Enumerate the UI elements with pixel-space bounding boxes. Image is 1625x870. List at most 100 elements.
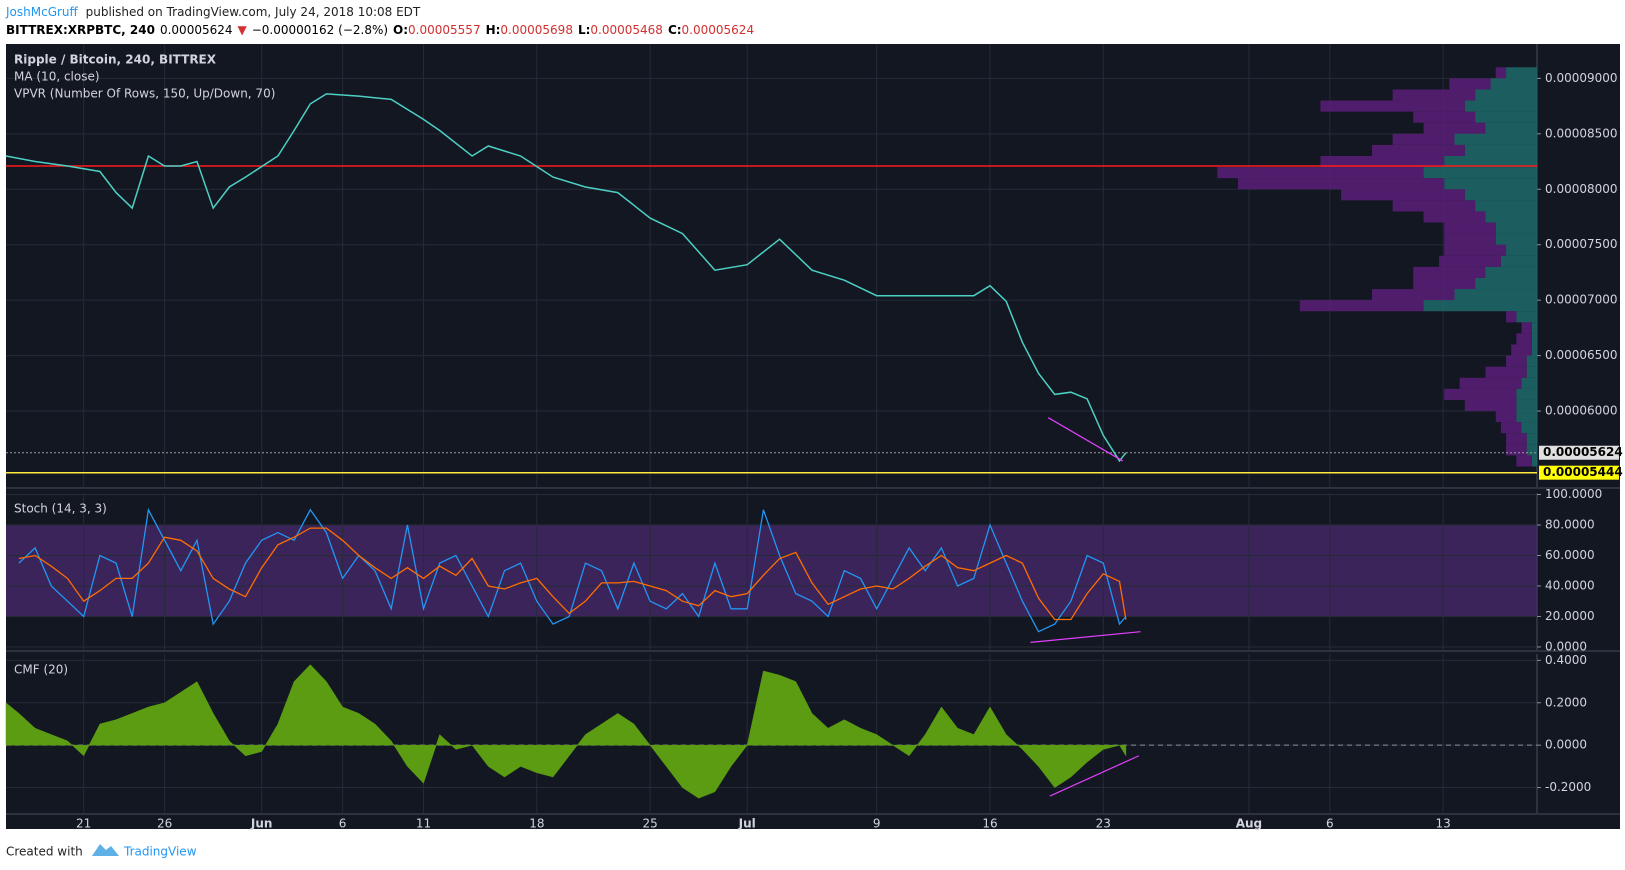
volume-down <box>1372 289 1455 301</box>
x-tick-label: 6 <box>1326 817 1334 831</box>
volume-down <box>1444 244 1507 256</box>
x-tick-label: 21 <box>76 817 91 831</box>
price-label: 0.00005624 <box>1543 445 1623 459</box>
volume-down <box>1506 355 1527 367</box>
volume-up <box>1526 366 1537 378</box>
published: published on TradingView.com, July 24, 2… <box>86 5 421 19</box>
volume-down <box>1511 344 1532 356</box>
volume-up <box>1444 178 1537 190</box>
volume-down <box>1500 422 1522 434</box>
volume-down <box>1320 100 1465 112</box>
volume-down <box>1439 255 1501 267</box>
volume-up <box>1475 89 1537 101</box>
volume-up <box>1506 67 1537 79</box>
y-tick-label: 40.0000 <box>1545 578 1595 592</box>
volume-up <box>1485 266 1537 278</box>
trendline <box>1049 755 1140 797</box>
trendline <box>1047 417 1123 462</box>
volume-down <box>1444 222 1496 234</box>
volume-up <box>1526 444 1537 456</box>
volume-down <box>1423 211 1486 223</box>
x-tick-label: 18 <box>529 817 544 831</box>
volume-up <box>1485 122 1537 134</box>
volume-down <box>1372 144 1465 156</box>
y-tick-label: -0.2000 <box>1545 780 1591 794</box>
volume-down <box>1392 200 1476 212</box>
quote-item: H: <box>486 23 501 37</box>
volume-up <box>1464 100 1537 112</box>
byline: JoshMcGruff published on TradingView.com… <box>5 5 421 19</box>
pane: 0.0000 20.0000 40.0000 60.0000 80.0000 100.00… <box>6 487 1620 653</box>
x-tick-label: 25 <box>642 817 657 831</box>
volume-down <box>1516 333 1532 345</box>
brand[interactable]: TradingView <box>123 845 197 859</box>
volume-up <box>1475 277 1537 290</box>
x-tick-label: 11 <box>416 817 431 831</box>
volume-up <box>1500 255 1537 267</box>
volume-up <box>1531 344 1537 356</box>
pane-title: Stoch (14, 3, 3) <box>14 502 107 516</box>
quote-item: 0.00005557 <box>408 23 481 37</box>
stoch-band <box>6 525 1537 617</box>
x-tick-label: Aug <box>1236 817 1262 831</box>
volume-down <box>1464 399 1517 412</box>
volume-up <box>1516 311 1537 323</box>
quote-item: BITTREX:XRPBTC, 240 <box>6 23 155 37</box>
y-tick-label: 0.00006500 <box>1545 348 1618 362</box>
volume-up <box>1531 322 1537 334</box>
volume-up <box>1464 189 1537 201</box>
volume-up <box>1526 433 1537 445</box>
price-label-box <box>1539 445 1619 460</box>
volume-up <box>1495 233 1537 245</box>
volume-up <box>1495 222 1537 234</box>
pane-title: Ripple / Bitcoin, 240, BITTREX <box>14 53 217 67</box>
volume-down <box>1444 388 1517 400</box>
x-tick-label: Jul <box>738 817 756 831</box>
volume-up <box>1521 422 1537 434</box>
created-with: Created with <box>6 845 83 859</box>
volume-down <box>1495 411 1517 423</box>
x-tick-label: 6 <box>339 817 347 831</box>
x-tick-label: 23 <box>1096 817 1111 831</box>
volume-up <box>1485 211 1537 223</box>
price-label: 0.00005444 <box>1543 465 1623 479</box>
quote-item: C: <box>668 23 682 37</box>
y-tick-label: 100.0000 <box>1545 487 1602 501</box>
x-tick-label: 13 <box>1435 817 1450 831</box>
quote-item: 0.00005624 <box>160 23 233 37</box>
volume-down <box>1413 277 1476 290</box>
volume-up <box>1475 200 1537 212</box>
pane: 0.00006000 0.00006500 0.00007000 0.00007500… <box>5 44 1623 489</box>
volume-down <box>1459 377 1522 389</box>
volume-up <box>1516 388 1537 400</box>
quote-item: 0.00005468 <box>590 23 663 37</box>
y-tick-label: 0.00008000 <box>1545 182 1618 196</box>
y-tick-label: 80.0000 <box>1545 518 1595 532</box>
volume-down <box>1449 78 1491 90</box>
volume-down <box>1299 300 1424 312</box>
quote-item: L: <box>578 23 590 37</box>
volume-up <box>1490 78 1537 90</box>
indicator-label: VPVR (Number Of Rows, 150, Up/Down, 70) <box>14 87 275 101</box>
brand-logo <box>92 844 119 856</box>
y-tick-label: 0.00009000 <box>1545 71 1618 85</box>
indicator-label: MA (10, close) <box>14 70 100 84</box>
author[interactable]: JoshMcGruff <box>5 5 79 19</box>
volume-up <box>1506 244 1537 256</box>
y-tick-label: 20.0000 <box>1545 609 1595 623</box>
y-tick-label: 0.4000 <box>1545 653 1587 667</box>
volume-down <box>1320 155 1445 168</box>
x-tick-label: 26 <box>157 817 172 831</box>
volume-up <box>1521 377 1537 389</box>
volume-down <box>1506 433 1527 445</box>
quote-item: −0.00000162 (−2.8%) <box>252 23 388 37</box>
volume-down <box>1392 89 1476 101</box>
cmf-area <box>5 664 1127 799</box>
pane: -0.2000 0.0000 0.2000 0.4000 CMF (20) 21 26 Jun… <box>5 653 1620 831</box>
volume-up <box>1531 333 1537 345</box>
quote-item: 0.00005698 <box>500 23 573 37</box>
y-tick-label: 0.00007500 <box>1545 237 1618 251</box>
quote-item: 0.00005624 <box>682 23 755 37</box>
